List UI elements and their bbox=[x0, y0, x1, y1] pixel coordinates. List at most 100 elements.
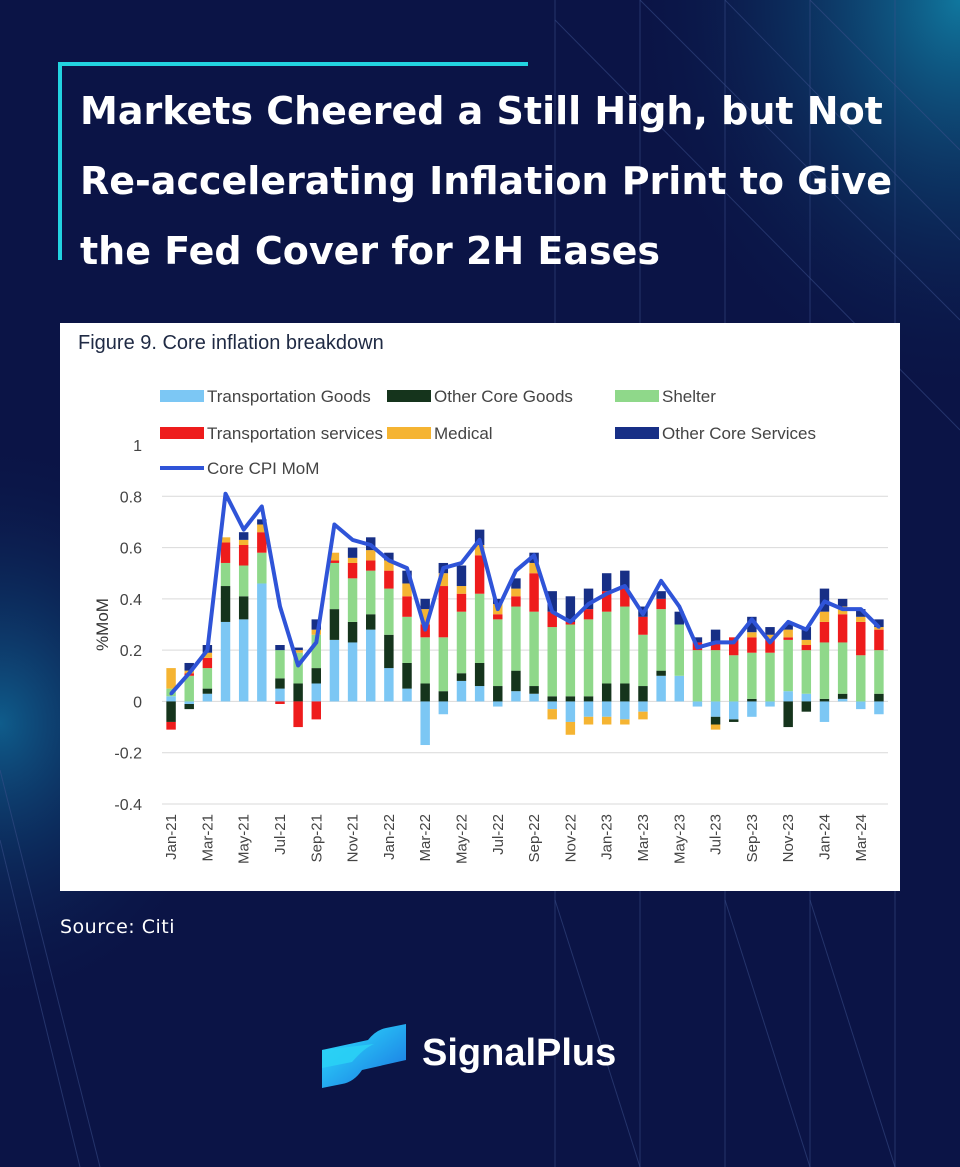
bar-segment bbox=[620, 606, 630, 684]
bar-segment bbox=[493, 619, 503, 687]
bar-segment bbox=[801, 701, 812, 712]
bar-segment bbox=[856, 655, 866, 702]
bar-segment bbox=[601, 611, 612, 684]
x-tick-label: Sep-23 bbox=[744, 814, 761, 862]
bar-segment bbox=[311, 683, 321, 702]
bar-segment bbox=[402, 596, 412, 617]
line-point bbox=[677, 604, 681, 609]
bar-segment bbox=[710, 642, 721, 651]
bar-segment bbox=[674, 624, 684, 676]
legend-label: Other Core Goods bbox=[434, 387, 573, 406]
legend-swatch bbox=[615, 390, 659, 402]
bar-segment bbox=[547, 591, 557, 612]
x-tick-label: Jul-22 bbox=[490, 814, 507, 855]
x-tick-label: Nov-22 bbox=[562, 814, 579, 862]
bar-segment bbox=[529, 693, 539, 702]
legend-swatch bbox=[160, 427, 204, 439]
bar-segment bbox=[819, 621, 830, 643]
chart-card: Figure 9. Core inflation breakdown 1 0.8 0.… bbox=[60, 323, 900, 891]
line-point bbox=[223, 492, 228, 496]
bar-segment bbox=[293, 647, 303, 651]
y-tick-label: -0.4 bbox=[114, 797, 142, 814]
bar-segment bbox=[511, 670, 521, 692]
bar-segment bbox=[202, 693, 213, 702]
line-point bbox=[278, 604, 282, 609]
bar-segment bbox=[420, 609, 430, 625]
bar-segment bbox=[456, 565, 467, 587]
bar-segment bbox=[366, 560, 376, 571]
y-tick-label: 0.4 bbox=[120, 592, 142, 609]
bar-segment bbox=[311, 668, 321, 684]
line-point bbox=[369, 543, 373, 547]
bar-segment bbox=[220, 562, 231, 587]
bar-segment bbox=[583, 716, 594, 725]
bar-segment bbox=[311, 634, 321, 669]
bar-segment bbox=[456, 673, 467, 681]
x-tick-label: Mar-22 bbox=[417, 814, 434, 862]
bar-segment bbox=[874, 629, 884, 651]
line-point bbox=[296, 663, 300, 668]
bar-segment bbox=[402, 688, 412, 702]
bar-segment bbox=[402, 616, 412, 663]
bar-segment bbox=[511, 596, 521, 607]
bar-segment bbox=[220, 621, 231, 702]
signalplus-logo-icon bbox=[322, 1024, 406, 1088]
bar-segment bbox=[801, 627, 812, 640]
bar-segment bbox=[529, 562, 539, 574]
bar-segment bbox=[420, 637, 430, 684]
bar-segment bbox=[257, 524, 267, 533]
bar-segment bbox=[765, 634, 775, 640]
bar-segment bbox=[293, 650, 303, 653]
bar-segment bbox=[402, 583, 412, 597]
x-tick-label: Jan-24 bbox=[816, 814, 833, 860]
bar-segment bbox=[474, 555, 485, 594]
line-point bbox=[877, 625, 881, 629]
y-tick-label: 0.8 bbox=[120, 489, 142, 506]
bar-segment bbox=[638, 701, 648, 712]
line-point bbox=[314, 640, 318, 645]
x-tick-label: Sep-22 bbox=[526, 814, 543, 862]
bar-segment bbox=[656, 609, 666, 671]
bar-segment bbox=[238, 532, 249, 540]
x-tick-label: Jan-21 bbox=[163, 814, 180, 860]
line-point bbox=[605, 592, 609, 596]
bar-segment bbox=[819, 698, 830, 702]
y-axis-label: %MoM bbox=[93, 598, 112, 651]
brand-name: SignalPlus bbox=[422, 1032, 617, 1074]
bar-segment bbox=[275, 650, 285, 679]
bar-segment bbox=[765, 639, 775, 653]
bar-segment bbox=[438, 691, 449, 702]
bar-segment bbox=[456, 586, 467, 594]
bar-segment bbox=[166, 696, 176, 702]
bar-segment bbox=[202, 688, 213, 694]
bar-segment bbox=[166, 721, 176, 730]
bar-segment bbox=[347, 642, 358, 702]
bar-segment bbox=[601, 591, 612, 612]
bar-segment bbox=[583, 619, 594, 697]
bar-segment bbox=[511, 588, 521, 597]
line-point bbox=[641, 612, 645, 616]
bar-segment bbox=[783, 701, 793, 728]
bar-segment bbox=[710, 701, 721, 717]
bar-segment bbox=[547, 627, 557, 697]
line-point bbox=[750, 617, 754, 621]
bar-segment bbox=[238, 565, 249, 597]
bar-segment bbox=[874, 619, 884, 628]
line-point bbox=[459, 561, 464, 565]
bar-segment bbox=[710, 629, 721, 643]
core-cpi-line bbox=[169, 491, 881, 696]
bar-segment bbox=[456, 611, 467, 674]
bar-segment bbox=[837, 598, 848, 607]
bar-segment bbox=[257, 583, 267, 702]
bar-segment bbox=[384, 560, 394, 571]
legend-label: Transportation Goods bbox=[207, 387, 371, 406]
bar-segment bbox=[837, 698, 848, 702]
bar-segment bbox=[347, 621, 358, 643]
brand: SignalPlus bbox=[322, 1022, 616, 1088]
bar-segment bbox=[547, 611, 557, 628]
bar-segment bbox=[238, 619, 249, 702]
bar-segment bbox=[456, 593, 467, 612]
bar-segment bbox=[620, 588, 630, 607]
core-inflation-chart: Figure 9. Core inflation breakdown 1 0.8 0.… bbox=[78, 332, 888, 864]
bar-segment bbox=[366, 629, 376, 702]
